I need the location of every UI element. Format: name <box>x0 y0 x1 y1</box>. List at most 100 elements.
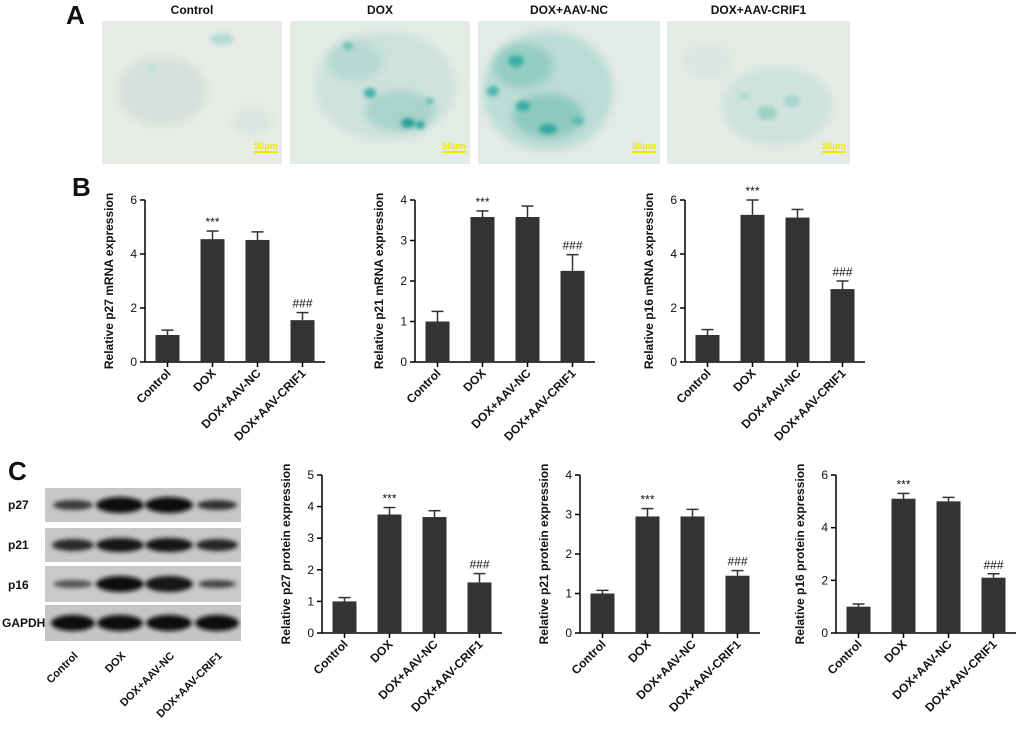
y-axis-label: Relative p16 protein expression <box>793 464 807 645</box>
y-tick-label: 6 <box>130 193 137 207</box>
significance-label: ### <box>983 558 1003 572</box>
bar <box>846 606 871 633</box>
blot-lane-label-dox: DOX <box>103 650 129 676</box>
bar <box>560 270 585 362</box>
bar <box>467 582 492 633</box>
bar <box>290 320 315 362</box>
micrograph-dox: 50μm <box>290 21 470 164</box>
y-axis-label: Relative p27 protein expression <box>279 464 293 645</box>
significance-label: *** <box>382 492 396 506</box>
x-tick-label: Control <box>311 637 351 677</box>
x-tick-label: DOX <box>625 637 653 665</box>
significance-label: ### <box>832 265 852 279</box>
bar <box>740 214 765 362</box>
blot-label-p27: p27 <box>8 498 29 512</box>
y-tick-label: 4 <box>821 521 828 535</box>
chart-p16-mrna: 0 2 4 6 Relative p16 mRNA expression Control *… <box>642 184 865 444</box>
bar <box>515 217 540 362</box>
panel-label-c: C <box>8 456 27 486</box>
significance-label: *** <box>896 477 910 491</box>
chart-p27-protein: 0 1 2 3 4 5 Relative p27 protein expression Con… <box>279 464 502 715</box>
y-tick-label: 2 <box>130 301 137 315</box>
y-tick-label: 4 <box>307 500 314 514</box>
y-tick-label: 1 <box>307 594 314 608</box>
blot-label-p16: p16 <box>8 578 29 592</box>
significance-label: *** <box>205 215 219 229</box>
bar <box>470 217 495 362</box>
blot-strip-p21 <box>45 528 241 562</box>
y-tick-label: 0 <box>400 355 407 369</box>
y-axis-label: Relative p27 mRNA expression <box>102 193 116 369</box>
bar <box>590 593 615 633</box>
y-axis-label: Relative p21 protein expression <box>537 464 551 645</box>
bar <box>377 514 402 633</box>
significance-label: *** <box>640 493 654 507</box>
panel-label-b: B <box>72 172 91 202</box>
blot-strip-p27 <box>45 488 241 522</box>
x-tick-label: Control <box>674 366 714 406</box>
chart-p21-mrna: 0 1 2 3 4 Relative p21 mRNA expression Control… <box>372 193 595 444</box>
x-tick-label: DOX <box>460 366 488 394</box>
bar <box>695 335 720 362</box>
y-tick-label: 6 <box>821 468 828 482</box>
significance-label: ### <box>562 239 582 253</box>
y-tick-label: 0 <box>565 626 572 640</box>
scale-bar-label: 50μm <box>254 141 278 151</box>
y-tick-label: 4 <box>565 468 572 482</box>
bar <box>981 577 1006 633</box>
bar <box>891 498 916 633</box>
micrograph-title-dox-aav-crif1: DOX+AAV-CRIF1 <box>710 3 807 17</box>
y-tick-label: 4 <box>670 247 677 261</box>
scale-bar-label: 50μm <box>442 141 466 151</box>
micrograph-control: 50μm <box>102 21 282 164</box>
y-axis-label: Relative p21 mRNA expression <box>372 193 386 369</box>
bar <box>936 501 961 633</box>
x-tick-label: DOX <box>881 637 909 665</box>
blot-label-p21: p21 <box>8 538 29 552</box>
blot-lane-label-control: Control <box>44 650 81 687</box>
blot-label-gapdh: GAPDH <box>2 616 46 630</box>
bar <box>200 239 225 362</box>
bar <box>680 516 705 633</box>
y-tick-label: 5 <box>307 468 314 482</box>
bar <box>155 335 180 362</box>
y-tick-label: 0 <box>130 355 137 369</box>
scale-bar-label: 50μm <box>822 141 846 151</box>
y-tick-label: 4 <box>130 247 137 261</box>
y-tick-label: 6 <box>670 193 677 207</box>
bar <box>635 516 660 633</box>
y-tick-label: 1 <box>565 587 572 601</box>
chart-p16-protein: 0 2 4 6 Relative p16 protein expression Contr… <box>793 464 1016 715</box>
x-tick-label: Control <box>134 366 174 406</box>
bar <box>422 517 447 633</box>
significance-label: ### <box>292 297 312 311</box>
blot-strip-p16 <box>45 566 241 602</box>
x-tick-label: Control <box>569 637 609 677</box>
y-tick-label: 0 <box>821 626 828 640</box>
bar <box>245 239 270 362</box>
y-tick-label: 3 <box>565 508 572 522</box>
y-tick-label: 4 <box>400 193 407 207</box>
y-tick-label: 3 <box>400 234 407 248</box>
x-tick-label: Control <box>404 366 444 406</box>
micrograph-title-control: Control <box>170 3 214 17</box>
x-tick-label: Control <box>825 637 865 677</box>
y-tick-label: 2 <box>307 563 314 577</box>
bar <box>332 601 357 633</box>
chart-p27-mrna: 0 2 4 6 Relative p27 mRNA expression Control *… <box>102 193 325 444</box>
y-tick-label: 0 <box>307 626 314 640</box>
y-tick-label: 2 <box>565 547 572 561</box>
x-tick-label: DOX <box>730 366 758 394</box>
y-tick-label: 1 <box>400 315 407 329</box>
y-tick-label: 3 <box>307 531 314 545</box>
y-tick-label: 2 <box>670 301 677 315</box>
bar <box>425 321 450 362</box>
y-tick-label: 0 <box>670 355 677 369</box>
scale-bar-label: 50μm <box>632 141 656 151</box>
bar <box>785 217 810 362</box>
y-axis-label: Relative p16 mRNA expression <box>642 193 656 369</box>
micrograph-title-dox-aav-nc: DOX+AAV-NC <box>529 3 609 17</box>
micrograph-dox-aav-nc: 50μm <box>478 21 660 164</box>
blot-strip-gapdh <box>45 605 241 641</box>
significance-label: ### <box>727 555 747 569</box>
